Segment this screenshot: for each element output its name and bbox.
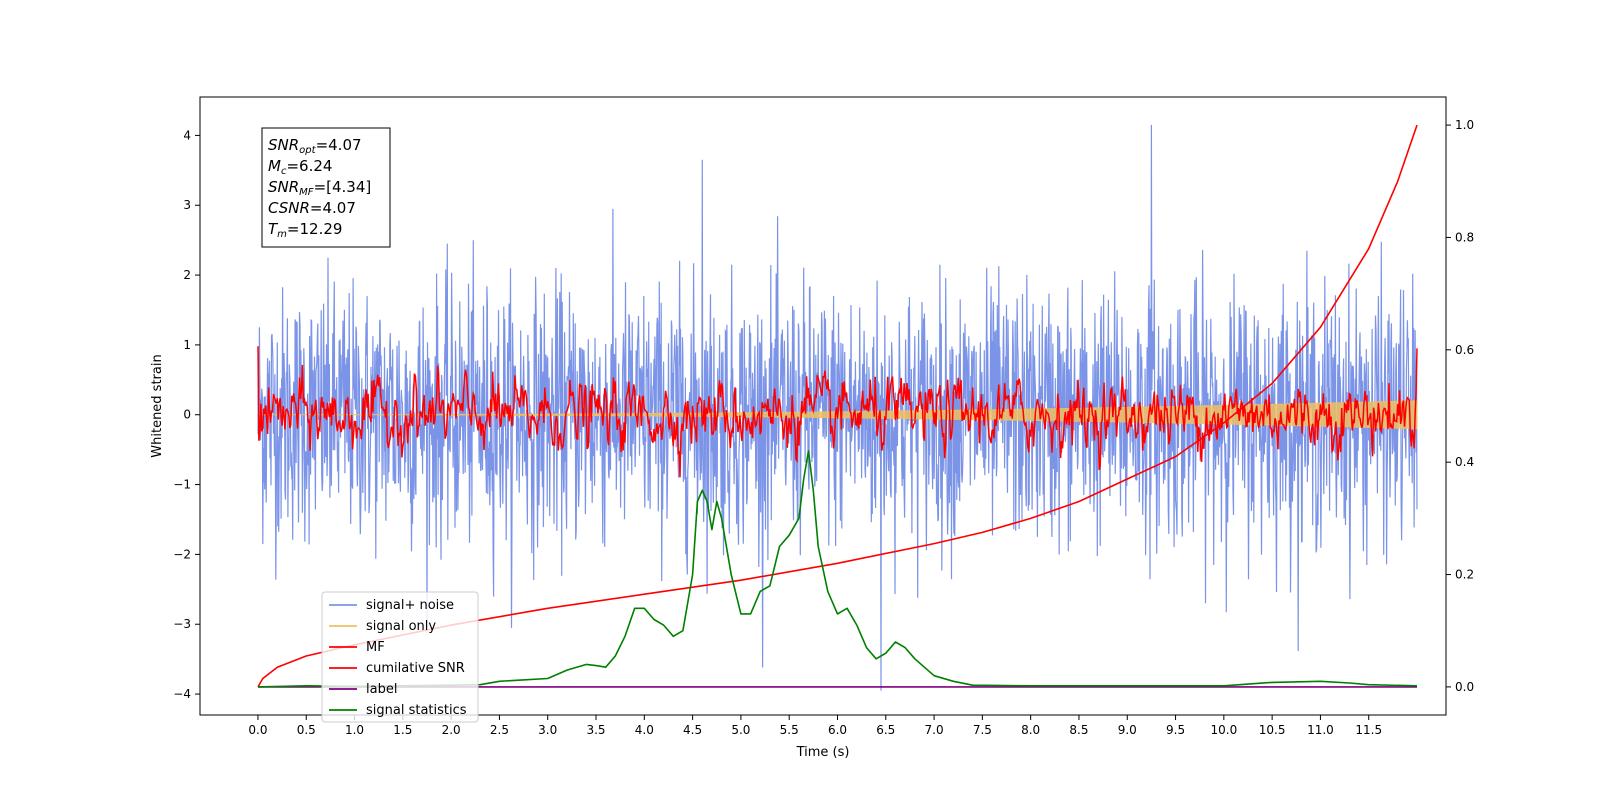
x-tick-label: 11.5	[1355, 723, 1382, 737]
y-tick-label: −4	[173, 687, 191, 701]
x-tick-label: 6.5	[876, 723, 895, 737]
x-tick-label: 4.0	[635, 723, 654, 737]
x-tick-label: 5.5	[780, 723, 799, 737]
series-line-signal-noise	[257, 124, 1418, 691]
plot-frame	[199, 96, 1447, 716]
legend-entry-signal-noise: signal+ noise	[366, 598, 454, 613]
x-tick-label: 0.0	[248, 723, 267, 737]
y-axis-label: Whitened strain	[150, 354, 165, 457]
x-tick-label: 10.5	[1259, 723, 1286, 737]
y-tick-label: 2	[183, 268, 191, 282]
x-tick-label: 3.0	[538, 723, 557, 737]
annotation-value: =[4.34]	[314, 178, 372, 196]
y-tick-label: 1	[183, 338, 191, 352]
y-tick-label: 3	[183, 198, 191, 212]
y-tick-label: 0	[183, 408, 191, 422]
x-tick-label: 1.0	[345, 723, 364, 737]
legend-entry-cumilative-snr: cumilative SNR	[366, 661, 465, 676]
y2-tick-label: 1.0	[1455, 118, 1474, 132]
annotation-subscript: MF	[299, 187, 314, 198]
annotation-symbol: T	[268, 220, 279, 238]
annotation-frame	[261, 127, 391, 248]
legend-entry-signal-statistics: signal statistics	[366, 703, 467, 718]
annotation-subscript: opt	[299, 145, 316, 156]
y-tick-label: 4	[183, 128, 191, 142]
y-tick-label: −3	[173, 617, 191, 631]
x-tick-label: 7.0	[925, 723, 944, 737]
y2-tick-label: 0.2	[1455, 568, 1474, 582]
x-tick-label: 2.5	[490, 723, 509, 737]
annotation-value: =6.24	[286, 157, 332, 175]
annotation-box: SNRopt=4.07Mc=6.24SNRMF=[4.34]CSNR=4.07T…	[261, 127, 391, 248]
annotation-symbol: CSNR	[268, 199, 310, 217]
y2-tick-label: 0.6	[1455, 343, 1474, 357]
x-tick-label: 0.5	[297, 723, 316, 737]
x-tick-label: 9.5	[1166, 723, 1185, 737]
y-axis-left: 4 3 2 1 0 −1 −2 −3 −4	[173, 128, 200, 701]
series-line-mf	[257, 346, 1418, 478]
y-tick-label: −2	[173, 547, 191, 561]
series-mf	[257, 346, 1418, 478]
y2-tick-label: 0.8	[1455, 230, 1474, 244]
series-signal-noise	[257, 124, 1418, 691]
x-tick-label: 4.5	[683, 723, 702, 737]
x-axis: 0.0 0.5 1.0 1.5 2.0 2.5 3.0 3.5 4.0 4.5 5.0 5.5 6.0 6…	[248, 715, 1382, 737]
x-tick-label: 7.5	[973, 723, 992, 737]
legend-frame	[321, 591, 479, 723]
x-tick-label: 6.0	[828, 723, 847, 737]
annotation-line: Mc=6.24	[268, 157, 332, 177]
legend-entry-label: label	[366, 682, 397, 697]
x-tick-label: 10.0	[1210, 723, 1237, 737]
x-tick-label: 11.0	[1307, 723, 1334, 737]
annotation-subscript: c	[281, 166, 287, 177]
annotation-value: =4.07	[310, 199, 356, 217]
annotation-line: Tm=12.29	[268, 220, 342, 240]
series-signal-statistics	[257, 450, 1418, 688]
y2-tick-label: 0.4	[1455, 455, 1474, 469]
annotation-value: =12.29	[287, 220, 343, 238]
x-tick-label: 8.5	[1069, 723, 1088, 737]
x-tick-label: 3.5	[586, 723, 605, 737]
y2-tick-label: 0.0	[1455, 680, 1474, 694]
legend-entry-mf: MF	[366, 640, 385, 655]
legend-entry-signal-only: signal only	[366, 619, 436, 634]
legend: signal+ noise signal only MF cumilative SNR…	[321, 591, 479, 723]
x-tick-label: 5.0	[731, 723, 750, 737]
annotation-subscript: m	[277, 229, 287, 240]
y-tick-label: −1	[173, 478, 191, 492]
annotation-line: SNRMF=[4.34]	[268, 178, 371, 198]
x-tick-label: 2.0	[442, 723, 461, 737]
x-tick-label: 9.0	[1118, 723, 1137, 737]
series-line-signal-statistics	[257, 450, 1418, 688]
x-tick-label: 1.5	[393, 723, 412, 737]
annotation-symbol: SNR	[268, 178, 299, 196]
annotation-value: =4.07	[316, 136, 362, 154]
annotation-symbol: M	[268, 157, 281, 175]
annotation-line: SNRopt=4.07	[268, 136, 362, 156]
x-tick-label: 8.0	[1021, 723, 1040, 737]
annotation-line: CSNR=4.07	[268, 199, 356, 217]
x-axis-label: Time (s)	[796, 745, 850, 760]
annotation-symbol: SNR	[268, 136, 299, 154]
y-axis-right: 1.0 0.8 0.6 0.4 0.2 0.0	[1446, 118, 1474, 694]
